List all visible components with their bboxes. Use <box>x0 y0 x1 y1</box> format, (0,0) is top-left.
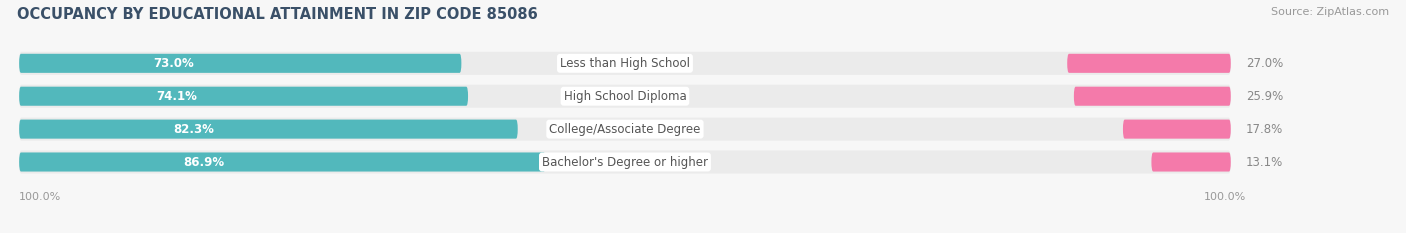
FancyBboxPatch shape <box>1074 87 1230 106</box>
FancyBboxPatch shape <box>1152 152 1230 171</box>
FancyBboxPatch shape <box>20 54 461 73</box>
Text: College/Associate Degree: College/Associate Degree <box>550 123 700 136</box>
Text: 25.9%: 25.9% <box>1246 90 1284 103</box>
Text: 74.1%: 74.1% <box>156 90 197 103</box>
Text: 82.3%: 82.3% <box>173 123 214 136</box>
Text: Less than High School: Less than High School <box>560 57 690 70</box>
FancyBboxPatch shape <box>20 151 1230 174</box>
FancyBboxPatch shape <box>1123 120 1230 139</box>
Text: Bachelor's Degree or higher: Bachelor's Degree or higher <box>541 155 709 168</box>
Text: 100.0%: 100.0% <box>20 192 62 202</box>
Text: 86.9%: 86.9% <box>183 155 224 168</box>
Text: Source: ZipAtlas.com: Source: ZipAtlas.com <box>1271 7 1389 17</box>
FancyBboxPatch shape <box>20 87 468 106</box>
FancyBboxPatch shape <box>20 85 1230 108</box>
FancyBboxPatch shape <box>20 52 1230 75</box>
FancyBboxPatch shape <box>20 152 546 171</box>
Text: 13.1%: 13.1% <box>1246 155 1284 168</box>
FancyBboxPatch shape <box>1067 54 1230 73</box>
FancyBboxPatch shape <box>20 118 1230 141</box>
Text: High School Diploma: High School Diploma <box>564 90 686 103</box>
Text: 100.0%: 100.0% <box>1204 192 1246 202</box>
Text: 17.8%: 17.8% <box>1246 123 1284 136</box>
Text: OCCUPANCY BY EDUCATIONAL ATTAINMENT IN ZIP CODE 85086: OCCUPANCY BY EDUCATIONAL ATTAINMENT IN Z… <box>17 7 537 22</box>
FancyBboxPatch shape <box>20 120 517 139</box>
Text: 27.0%: 27.0% <box>1246 57 1284 70</box>
Text: 73.0%: 73.0% <box>153 57 194 70</box>
